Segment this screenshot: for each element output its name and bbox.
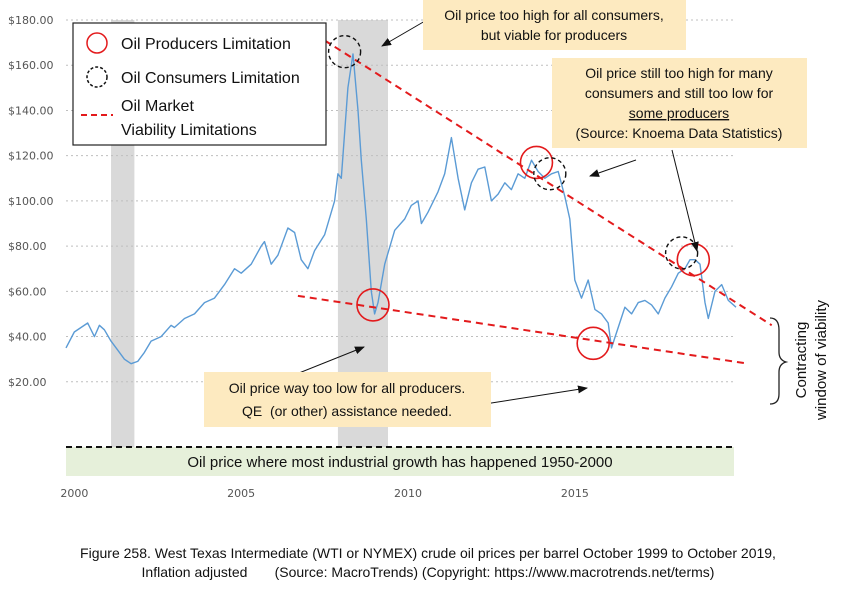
callout-right-line-1: Oil price still too high for many	[585, 65, 773, 81]
legend-consumers-icon	[86, 66, 108, 88]
legend-producers-label: Oil Producers Limitation	[121, 36, 291, 53]
x-tick-label: 2010	[394, 487, 422, 500]
price-series	[65, 53, 737, 365]
limitation-markers	[327, 34, 711, 361]
callout-right-line-4: (Source: Knoema Data Statistics)	[576, 125, 783, 141]
legend-market-label-2: Viability Limitations	[121, 122, 257, 139]
trend-lines	[297, 39, 773, 365]
bracket-label-2: window of viability	[813, 299, 830, 421]
callout-bottom: Oil price way too low for all producers.…	[204, 372, 491, 427]
callout-right-line-2: consumers and still too low for	[585, 85, 774, 101]
callout-top: Oil price too high for all consumers, bu…	[423, 0, 686, 50]
callout-top-line-1: Oil price too high for all consumers,	[444, 7, 663, 23]
arrow-right-1	[589, 159, 637, 177]
consumers-marker-5	[664, 236, 699, 270]
producers-marker-2	[519, 145, 554, 180]
arrow-right-2	[671, 149, 699, 252]
y-tick-label: $180.00	[8, 14, 54, 27]
producers-marker-1	[356, 288, 390, 322]
lower-trend-line	[297, 294, 749, 365]
legend-market-label-1: Oil Market	[121, 98, 194, 115]
y-tick-label: $60.00	[8, 285, 47, 298]
x-tick-label: 2000	[60, 487, 88, 500]
y-tick-label: $40.00	[8, 331, 47, 344]
callout-bottom-line-2: QE (or other) assistance needed.	[242, 403, 452, 419]
callout-top-box	[423, 0, 686, 50]
y-tick-label: $100.00	[8, 195, 54, 208]
legend-producers-icon	[86, 32, 108, 54]
caption-line-2: Inflation adjusted (Source: MacroTrends)…	[141, 564, 715, 580]
caption-line-1: Figure 258. West Texas Intermediate (WTI…	[80, 545, 776, 561]
callout-arrows	[273, 20, 699, 405]
reference-band	[66, 447, 734, 476]
y-axis-ticks: $20.00 $40.00 $60.00 $80.00 $100.00 $120.00 $1…	[8, 14, 54, 389]
producers-marker-4	[576, 326, 610, 361]
callout-top-line-2: but viable for producers	[481, 27, 627, 43]
y-tick-label: $160.00	[8, 59, 54, 72]
x-axis-ticks: 2000 2005 2010 2015	[60, 487, 588, 500]
y-tick-label: $120.00	[8, 150, 54, 163]
upper-trend-line	[324, 39, 773, 327]
legend-consumers-label: Oil Consumers Limitation	[121, 70, 300, 87]
legend: Oil Producers Limitation Oil Consumers L…	[72, 22, 327, 146]
callout-right-box	[552, 58, 807, 148]
consumers-marker-3	[533, 157, 567, 191]
reference-band-group: Oil price where most industrial growth h…	[66, 446, 736, 476]
callout-bottom-box	[204, 372, 491, 427]
bracket-label-1: Contracting	[793, 322, 810, 399]
x-tick-label: 2005	[227, 487, 255, 500]
consumers-marker-0	[327, 34, 362, 69]
callout-right-line-3: some producers	[629, 105, 729, 121]
y-tick-label: $20.00	[8, 376, 47, 389]
callout-bottom-line-1: Oil price way too low for all producers.	[229, 380, 466, 396]
arrow-top	[381, 20, 426, 47]
reference-label: Oil price where most industrial growth h…	[187, 454, 612, 471]
oil-price-chart: Oil price where most industrial growth h…	[8, 0, 830, 500]
viability-bracket: Contracting window of viability	[769, 299, 830, 421]
y-tick-label: $80.00	[8, 240, 47, 253]
bracket-shape	[769, 317, 789, 405]
arrow-bottom-2	[484, 385, 588, 405]
legend-box	[72, 22, 327, 146]
x-tick-label: 2015	[561, 487, 589, 500]
figure-caption: Figure 258. West Texas Intermediate (WTI…	[20, 544, 836, 582]
series-line-0	[65, 53, 737, 365]
y-tick-label: $140.00	[8, 104, 54, 117]
callout-right: Oil price still too high for many consum…	[552, 58, 807, 148]
